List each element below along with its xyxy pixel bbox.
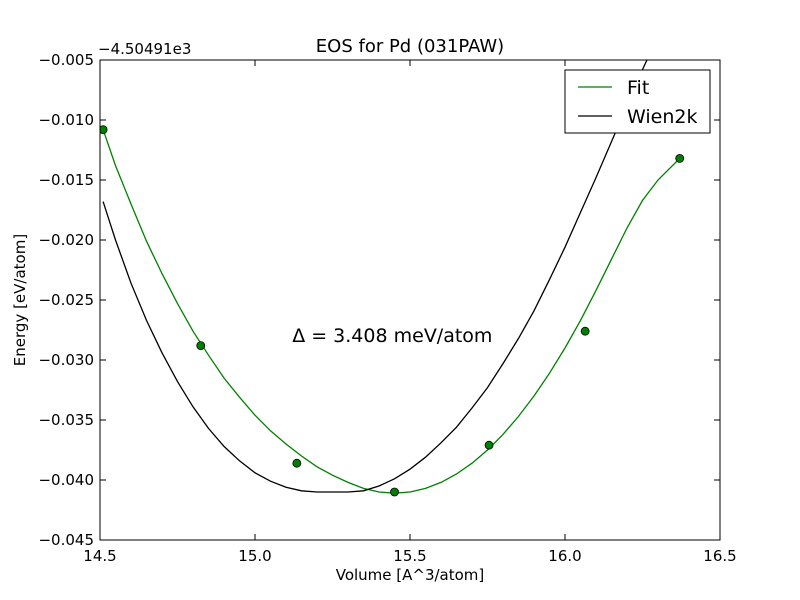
- fit-point: [292, 458, 302, 468]
- y-tick-label: −0.035: [38, 411, 94, 429]
- x-tick-label: 15.5: [393, 547, 426, 565]
- fit-line: [102, 129, 681, 494]
- fit-point: [580, 326, 590, 336]
- fit-point: [484, 440, 494, 450]
- y-tick-label: −0.010: [38, 111, 94, 129]
- fit-point: [196, 341, 206, 351]
- fit-point: [100, 125, 108, 134]
- chart-title: EOS for Pd (031PAW): [316, 36, 504, 57]
- wien2k-line: [102, 60, 648, 493]
- x-tick-label: 15.0: [238, 547, 271, 565]
- y-tick-label: −0.030: [38, 351, 94, 369]
- y-tick-label: −0.005: [38, 51, 94, 69]
- axis-ticks: 14.5 15.0 15.5 16.0 16.5 −0.045 −0.040 −0.035 −0…: [38, 51, 736, 565]
- y-axis-label: Energy [eV/atom]: [11, 234, 29, 366]
- plot-frame: [99, 59, 721, 541]
- fit-point: [675, 153, 685, 163]
- y-tick-label: −0.020: [38, 231, 94, 249]
- y-tick-label: −0.045: [38, 531, 94, 549]
- legend-box: [564, 69, 711, 134]
- x-tick-label: 14.5: [83, 547, 116, 565]
- x-axis-label: Volume [A^3/atom]: [336, 566, 485, 584]
- legend-fit-label: Fit: [627, 77, 649, 99]
- y-tick-label: −0.025: [38, 291, 94, 309]
- fit-point: [390, 487, 399, 497]
- y-tick-label: −0.015: [38, 171, 94, 189]
- y-axis-offset-label: −4.50491e3: [98, 40, 191, 58]
- x-tick-label: 16.0: [548, 547, 581, 565]
- legend: Fit Wien2k: [564, 69, 711, 134]
- plot-series: [100, 60, 685, 497]
- x-tick-label: 16.5: [703, 547, 736, 565]
- y-tick-label: −0.040: [38, 471, 94, 489]
- delta-annotation: Δ = 3.408 meV/atom: [292, 325, 492, 347]
- legend-wien2k-label: Wien2k: [627, 106, 697, 128]
